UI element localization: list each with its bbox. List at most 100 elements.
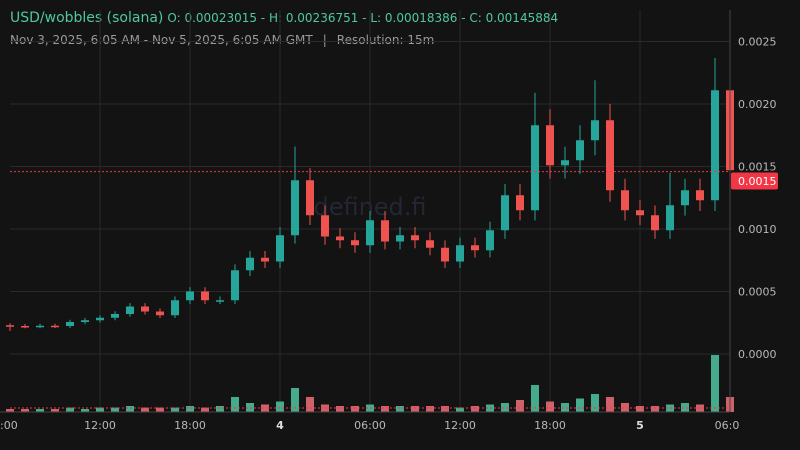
current-price-label: 0.0015: [738, 175, 777, 188]
volume-bar: [96, 407, 104, 412]
candle: [81, 317, 89, 325]
pair-name: USD/wobbles (solana): [10, 10, 164, 26]
candle-body: [111, 314, 119, 318]
volume-bar: [501, 403, 509, 412]
candle: [366, 210, 374, 253]
candle: [561, 146, 569, 179]
candle-body: [216, 300, 224, 302]
current-price-badge: [731, 172, 778, 190]
candle: [411, 226, 419, 249]
candle-body: [21, 326, 29, 328]
candle: [426, 232, 434, 256]
candle: [141, 303, 149, 315]
x-tick-label: 12:00: [84, 419, 116, 432]
candle-body: [366, 220, 374, 246]
x-tick-label: 06:00: [354, 419, 386, 432]
x-tick-label: 5: [636, 419, 644, 432]
volume-bar: [636, 406, 644, 412]
candle-body: [81, 320, 89, 322]
volume-bar: [261, 404, 269, 412]
candle: [231, 264, 239, 305]
candle: [651, 205, 659, 239]
volume-bar: [381, 406, 389, 412]
candle-body: [531, 125, 539, 211]
candle: [516, 184, 524, 221]
candle: [186, 287, 194, 305]
candle-body: [576, 140, 584, 161]
candle-body: [381, 220, 389, 242]
volume-bar: [36, 409, 44, 412]
candle: [576, 125, 584, 174]
volume-bar: [426, 406, 434, 412]
x-tick-label: 4: [276, 419, 284, 432]
volume-bar: [621, 403, 629, 412]
candle: [456, 237, 464, 268]
candle: [351, 232, 359, 253]
y-tick-label: 0.0020: [738, 98, 777, 111]
candle-body: [441, 247, 449, 262]
candle-body: [591, 120, 599, 141]
candle-body: [66, 322, 74, 326]
separator: |: [322, 33, 327, 47]
candle: [621, 178, 629, 221]
candle-body: [501, 195, 509, 231]
volume-bar: [546, 401, 554, 412]
volume-bar: [231, 397, 239, 412]
candle-body: [141, 306, 149, 312]
volume-bar: [561, 403, 569, 412]
candle: [96, 315, 104, 323]
candle-body: [201, 291, 209, 301]
candle-body: [546, 125, 554, 166]
candle-body: [621, 190, 629, 211]
candle-body: [321, 215, 329, 237]
volume-bar: [6, 409, 14, 412]
candle: [291, 146, 299, 244]
volume-bar: [441, 406, 449, 412]
candle: [36, 323, 44, 329]
x-tick-label: :00: [0, 419, 18, 432]
candle-body: [306, 180, 314, 216]
candle: [396, 226, 404, 250]
x-tick-label: 06:0: [715, 419, 740, 432]
y-tick-label: 0.0015: [738, 161, 777, 174]
volume-bar: [66, 407, 74, 412]
volume-bar: [471, 406, 479, 412]
volume-bar: [606, 397, 614, 412]
volume-bar: [456, 407, 464, 412]
candle: [546, 109, 554, 179]
volume-bar: [141, 407, 149, 412]
volume-bar: [711, 355, 719, 412]
x-tick-label: 18:00: [534, 419, 566, 432]
candle: [606, 103, 614, 202]
y-tick-label: 0.0000: [738, 348, 777, 361]
candle: [666, 172, 674, 239]
candle-body: [486, 230, 494, 251]
volume-bar: [51, 409, 59, 412]
candle-body: [696, 190, 704, 201]
volume-bar: [276, 401, 284, 412]
candle-body: [666, 205, 674, 231]
x-tick-label: 18:00: [174, 419, 206, 432]
candle: [471, 237, 479, 258]
volume-bar: [396, 406, 404, 412]
candle-body: [636, 210, 644, 216]
candle-body: [336, 236, 344, 241]
candle: [501, 184, 509, 239]
candle: [381, 210, 389, 250]
candle: [201, 287, 209, 305]
y-tick-label: 0.0005: [738, 286, 777, 299]
candle: [336, 228, 344, 249]
volume-bar: [216, 406, 224, 412]
candle: [531, 92, 539, 221]
candle-body: [681, 190, 689, 206]
candle: [486, 221, 494, 258]
candle-body: [651, 215, 659, 231]
candle-body: [36, 325, 44, 328]
volume-bar: [576, 398, 584, 412]
candle-body: [6, 325, 14, 327]
candle: [6, 323, 14, 332]
candle-body: [471, 245, 479, 251]
candle-body: [456, 245, 464, 262]
volume-bar: [21, 409, 29, 412]
